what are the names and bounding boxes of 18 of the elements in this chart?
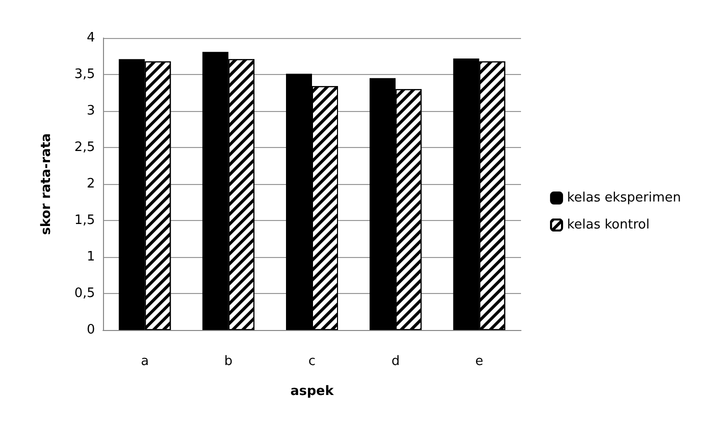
y-tick-label: 2,5 bbox=[74, 140, 95, 155]
y-tick-label: 2 bbox=[86, 176, 95, 192]
legend-label: kelas kontrol bbox=[567, 218, 650, 232]
x-axis-title: aspek bbox=[290, 384, 334, 399]
y-tick-label: 3 bbox=[86, 104, 95, 118]
legend-label: kelas eksperimen bbox=[567, 190, 681, 206]
y-tick-label: 3,5 bbox=[74, 67, 95, 82]
x-tick-label: c bbox=[308, 354, 316, 369]
y-axis-title: skor rata-rata bbox=[39, 133, 54, 235]
y-tick-label: 0,5 bbox=[74, 286, 95, 301]
x-tick-label: d bbox=[391, 354, 400, 369]
y-tick-label: 1 bbox=[86, 250, 95, 264]
y-tick-label: 1,5 bbox=[74, 213, 95, 228]
y-tick-label: 4 bbox=[86, 30, 95, 46]
x-tick-label: a bbox=[140, 354, 149, 369]
y-tick-label: 0 bbox=[86, 322, 95, 338]
x-tick-label: e bbox=[475, 354, 484, 369]
x-tick-label: b bbox=[224, 354, 233, 369]
